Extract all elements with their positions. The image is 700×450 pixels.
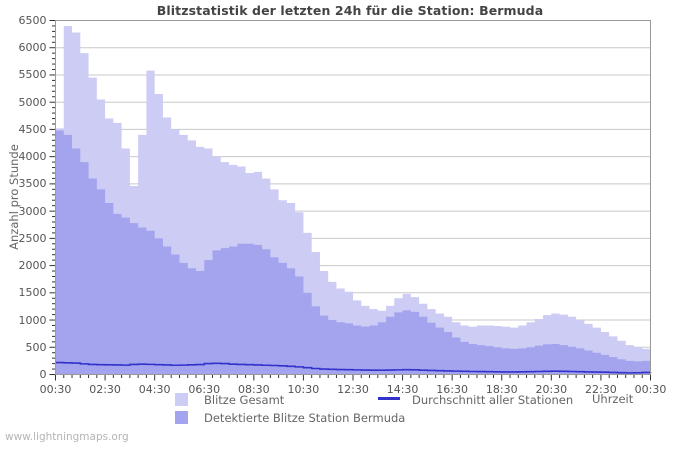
y-tick-label: 2500 [18, 231, 47, 245]
line-average-stations [55, 361, 652, 374]
legend-label-station: Detektierte Blitze Station Bermuda [204, 411, 406, 425]
x-tick-label: 02:30 [89, 382, 121, 396]
x-tick-label: 14:30 [386, 382, 419, 396]
x-tick-label: 00:30 [39, 382, 72, 396]
legend-swatch-average [378, 397, 400, 400]
x-tick-label: 10:30 [287, 382, 320, 396]
area-station-lightning [55, 130, 651, 375]
x-tick-label: 16:30 [436, 382, 468, 396]
chart-title: Blitzstatistik der letzten 24h für die S… [156, 3, 544, 18]
x-tick-label: 18:30 [485, 382, 518, 396]
plot-frame [55, 20, 651, 375]
y-tick-label: 4000 [18, 150, 47, 164]
y-tick-label: 6000 [18, 41, 47, 55]
watermark: www.lightningmaps.org [5, 431, 129, 443]
legend-label-total: Blitze Gesamt [204, 393, 285, 407]
y-tick-label: 4500 [18, 122, 47, 136]
y-tick-label: 0 [39, 368, 47, 381]
legend-item-average: Durchschnitt aller Stationen [378, 393, 573, 407]
x-tick-label: 08:30 [237, 382, 270, 396]
x-axis-title: Uhrzeit [592, 392, 634, 406]
x-tick-label: 20:30 [535, 382, 568, 396]
legend-swatch-total [175, 393, 188, 406]
chart-legend: Blitze Gesamt Detektierte Blitze Station… [0, 393, 700, 429]
x-tick-label: 04:30 [138, 382, 171, 396]
y-tick-label: 5000 [18, 95, 47, 109]
x-tick-label: 12:30 [337, 382, 369, 396]
y-tick-label: 5500 [18, 68, 47, 82]
y-tick-label: 500 [25, 340, 47, 354]
x-tick-label: 22:30 [585, 382, 617, 396]
legend-item-station: Detektierte Blitze Station Bermuda [175, 411, 405, 425]
x-tick-label: 06:30 [188, 382, 221, 396]
y-tick-label: 1500 [18, 286, 47, 300]
x-tick-label: 00:30 [634, 382, 667, 396]
legend-item-total: Blitze Gesamt [175, 393, 284, 407]
y-tick-label: 3000 [18, 204, 47, 218]
y-tick-label: 1000 [18, 313, 47, 327]
y-tick-label: 3500 [18, 177, 47, 191]
axis-ticks [49, 20, 651, 381]
legend-label-average: Durchschnitt aller Stationen [412, 393, 574, 407]
y-tick-label: 2000 [18, 259, 47, 273]
y-tick-label: 6500 [18, 14, 47, 27]
legend-swatch-station [175, 411, 188, 424]
